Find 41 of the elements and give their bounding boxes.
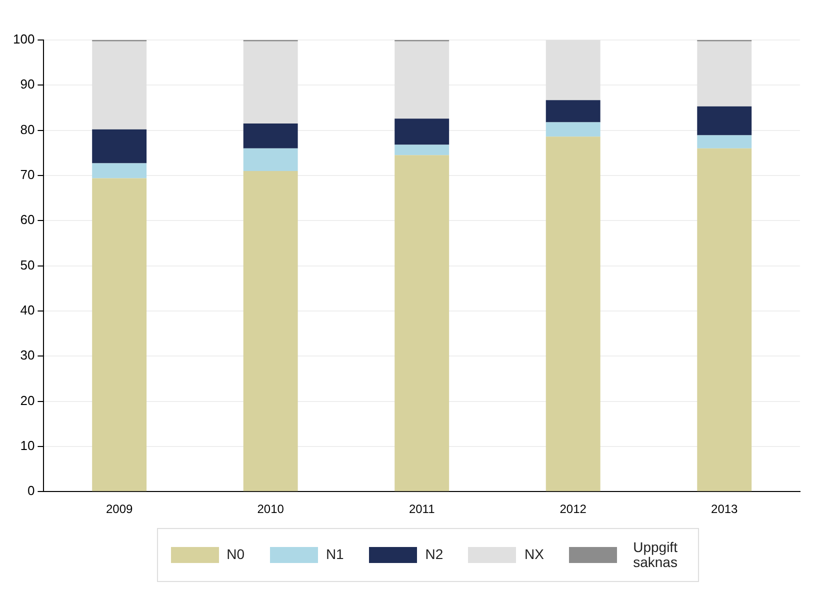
y-tick-label: 60 — [20, 212, 35, 228]
y-tick-label: 10 — [20, 438, 35, 454]
bar — [243, 148, 298, 171]
y-tick-label: 80 — [20, 122, 35, 137]
y-tick-label: 100 — [12, 32, 35, 47]
bar — [546, 122, 600, 137]
x-tick-label: 2012 — [560, 502, 587, 516]
x-tick-label: 2011 — [408, 502, 436, 516]
legend-label: NX — [524, 546, 544, 563]
bar — [394, 41, 450, 119]
y-tick-label: 20 — [20, 392, 35, 408]
y-tick-label: 70 — [20, 167, 35, 182]
bar — [394, 118, 450, 145]
legend-label: N1 — [326, 546, 344, 563]
bar — [697, 41, 752, 106]
y-tick-label: 50 — [20, 257, 35, 272]
bar — [394, 155, 450, 492]
y-tick-label: 40 — [20, 302, 35, 318]
x-tick-label: 2010 — [257, 502, 284, 516]
y-tick-label: 90 — [20, 76, 35, 92]
bar — [92, 129, 147, 164]
bar — [243, 170, 298, 492]
bar — [697, 148, 752, 492]
bar — [546, 136, 600, 492]
legend-label: N0 — [226, 546, 245, 563]
x-tick-label: 2009 — [106, 502, 133, 516]
bar — [243, 124, 298, 148]
bar — [92, 163, 147, 178]
x-tick-label: 2013 — [711, 502, 738, 516]
legend-label: N2 — [425, 546, 444, 563]
y-tick-label: 30 — [20, 348, 35, 363]
bar — [394, 144, 450, 156]
y-tick-label: 0 — [27, 483, 35, 498]
bar — [243, 41, 298, 124]
bar — [546, 40, 600, 100]
bar — [92, 178, 147, 492]
bar — [697, 106, 752, 136]
bar — [697, 135, 752, 148]
bar — [92, 41, 147, 130]
bar — [546, 100, 600, 122]
legend-label: Uppgift saknas — [632, 538, 678, 570]
